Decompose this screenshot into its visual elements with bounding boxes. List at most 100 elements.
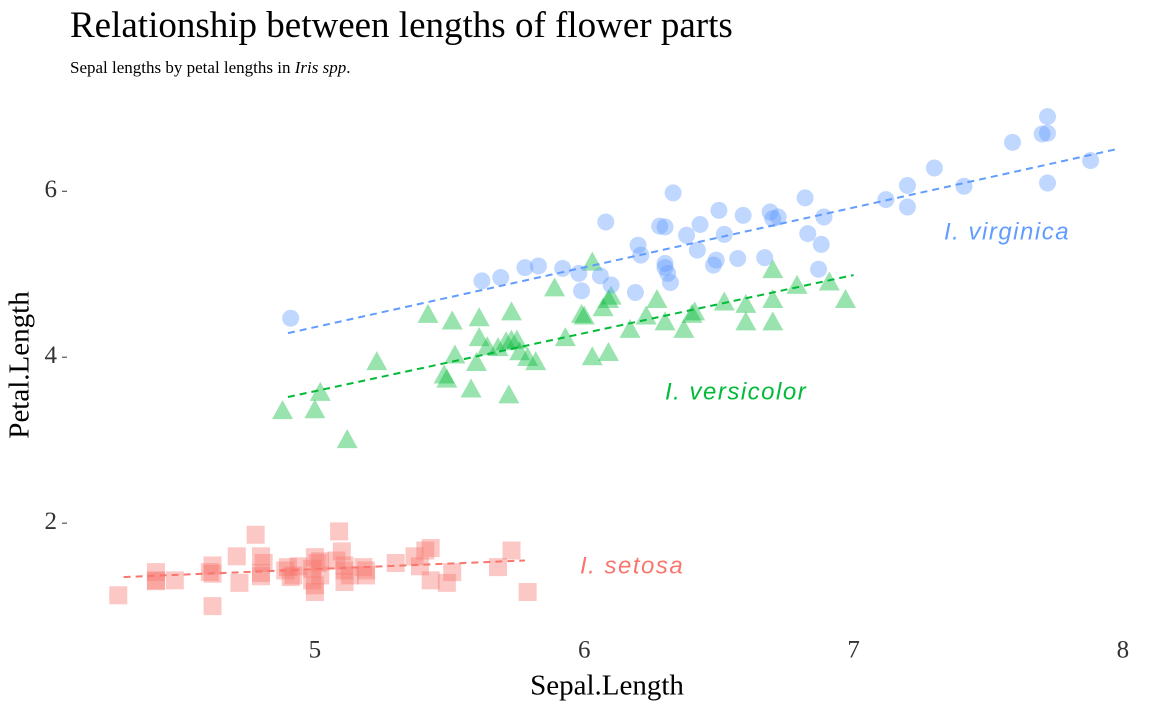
point bbox=[764, 210, 782, 228]
point bbox=[311, 552, 330, 571]
y-axis-label: Petal.Length bbox=[4, 291, 36, 439]
point bbox=[366, 351, 388, 371]
point bbox=[591, 267, 609, 285]
point bbox=[109, 586, 128, 605]
point bbox=[769, 208, 787, 226]
point bbox=[468, 307, 490, 327]
point bbox=[305, 576, 324, 595]
point bbox=[815, 208, 833, 226]
point bbox=[272, 400, 294, 420]
point bbox=[468, 327, 490, 347]
point bbox=[554, 259, 572, 277]
point bbox=[664, 184, 682, 202]
point bbox=[421, 539, 440, 558]
point bbox=[304, 399, 326, 419]
point bbox=[509, 341, 531, 361]
series-annotation: I. versicolor bbox=[665, 378, 807, 405]
point bbox=[165, 571, 184, 590]
point bbox=[492, 269, 510, 287]
point bbox=[443, 563, 462, 582]
point bbox=[525, 351, 547, 371]
point bbox=[1033, 125, 1051, 143]
point bbox=[498, 384, 520, 404]
point bbox=[357, 561, 376, 580]
point bbox=[554, 327, 576, 347]
point bbox=[734, 206, 752, 224]
point bbox=[357, 566, 376, 585]
point bbox=[251, 563, 270, 582]
series-annotation: I. virginica bbox=[944, 218, 1070, 245]
point bbox=[416, 541, 435, 560]
point bbox=[762, 259, 784, 279]
point bbox=[761, 203, 779, 221]
point bbox=[678, 226, 696, 244]
point bbox=[762, 288, 784, 308]
point bbox=[441, 310, 463, 330]
point bbox=[500, 329, 522, 349]
point bbox=[311, 566, 330, 585]
point bbox=[433, 364, 455, 384]
point bbox=[707, 251, 725, 269]
y-tick-label: 4 bbox=[45, 342, 58, 369]
point bbox=[421, 571, 440, 590]
chart-subtitle: Sepal lengths by petal lengths in Iris s… bbox=[70, 58, 350, 78]
point bbox=[1039, 174, 1057, 192]
point bbox=[500, 301, 522, 321]
point bbox=[335, 573, 354, 592]
point bbox=[715, 225, 733, 243]
point bbox=[203, 597, 222, 616]
point bbox=[654, 311, 676, 331]
point bbox=[386, 553, 405, 572]
point bbox=[925, 159, 943, 177]
point bbox=[330, 522, 349, 541]
point bbox=[278, 558, 297, 577]
point bbox=[955, 177, 973, 195]
y-tick-label: 2 bbox=[45, 508, 58, 535]
point bbox=[308, 553, 327, 572]
series-annotation: I. setosa bbox=[580, 552, 684, 579]
point bbox=[282, 309, 300, 327]
point bbox=[581, 346, 603, 366]
point bbox=[289, 557, 308, 576]
point bbox=[529, 257, 547, 275]
point bbox=[691, 215, 709, 233]
point bbox=[281, 568, 300, 587]
point bbox=[340, 566, 359, 585]
point bbox=[659, 264, 677, 282]
point bbox=[597, 342, 619, 362]
point bbox=[600, 285, 622, 305]
point bbox=[246, 525, 265, 544]
point bbox=[573, 305, 595, 325]
point bbox=[756, 249, 774, 267]
point bbox=[573, 282, 591, 300]
point bbox=[710, 201, 728, 219]
point bbox=[506, 329, 528, 349]
point bbox=[626, 283, 644, 301]
point bbox=[673, 318, 695, 338]
point bbox=[410, 557, 429, 576]
point bbox=[303, 571, 322, 590]
point bbox=[898, 176, 916, 194]
point bbox=[1039, 108, 1057, 126]
point bbox=[332, 542, 351, 561]
point bbox=[635, 305, 657, 325]
point bbox=[284, 566, 303, 585]
point bbox=[810, 260, 828, 278]
point bbox=[336, 429, 358, 449]
series-group bbox=[109, 522, 537, 616]
point bbox=[592, 297, 614, 317]
point bbox=[502, 541, 521, 560]
point bbox=[473, 272, 491, 290]
point bbox=[200, 563, 219, 582]
point bbox=[812, 235, 830, 253]
point bbox=[762, 311, 784, 331]
point bbox=[436, 368, 458, 388]
point bbox=[799, 225, 817, 243]
point bbox=[597, 288, 619, 308]
point bbox=[597, 213, 615, 231]
point bbox=[227, 547, 246, 566]
point bbox=[651, 217, 669, 235]
series-group bbox=[272, 251, 856, 449]
